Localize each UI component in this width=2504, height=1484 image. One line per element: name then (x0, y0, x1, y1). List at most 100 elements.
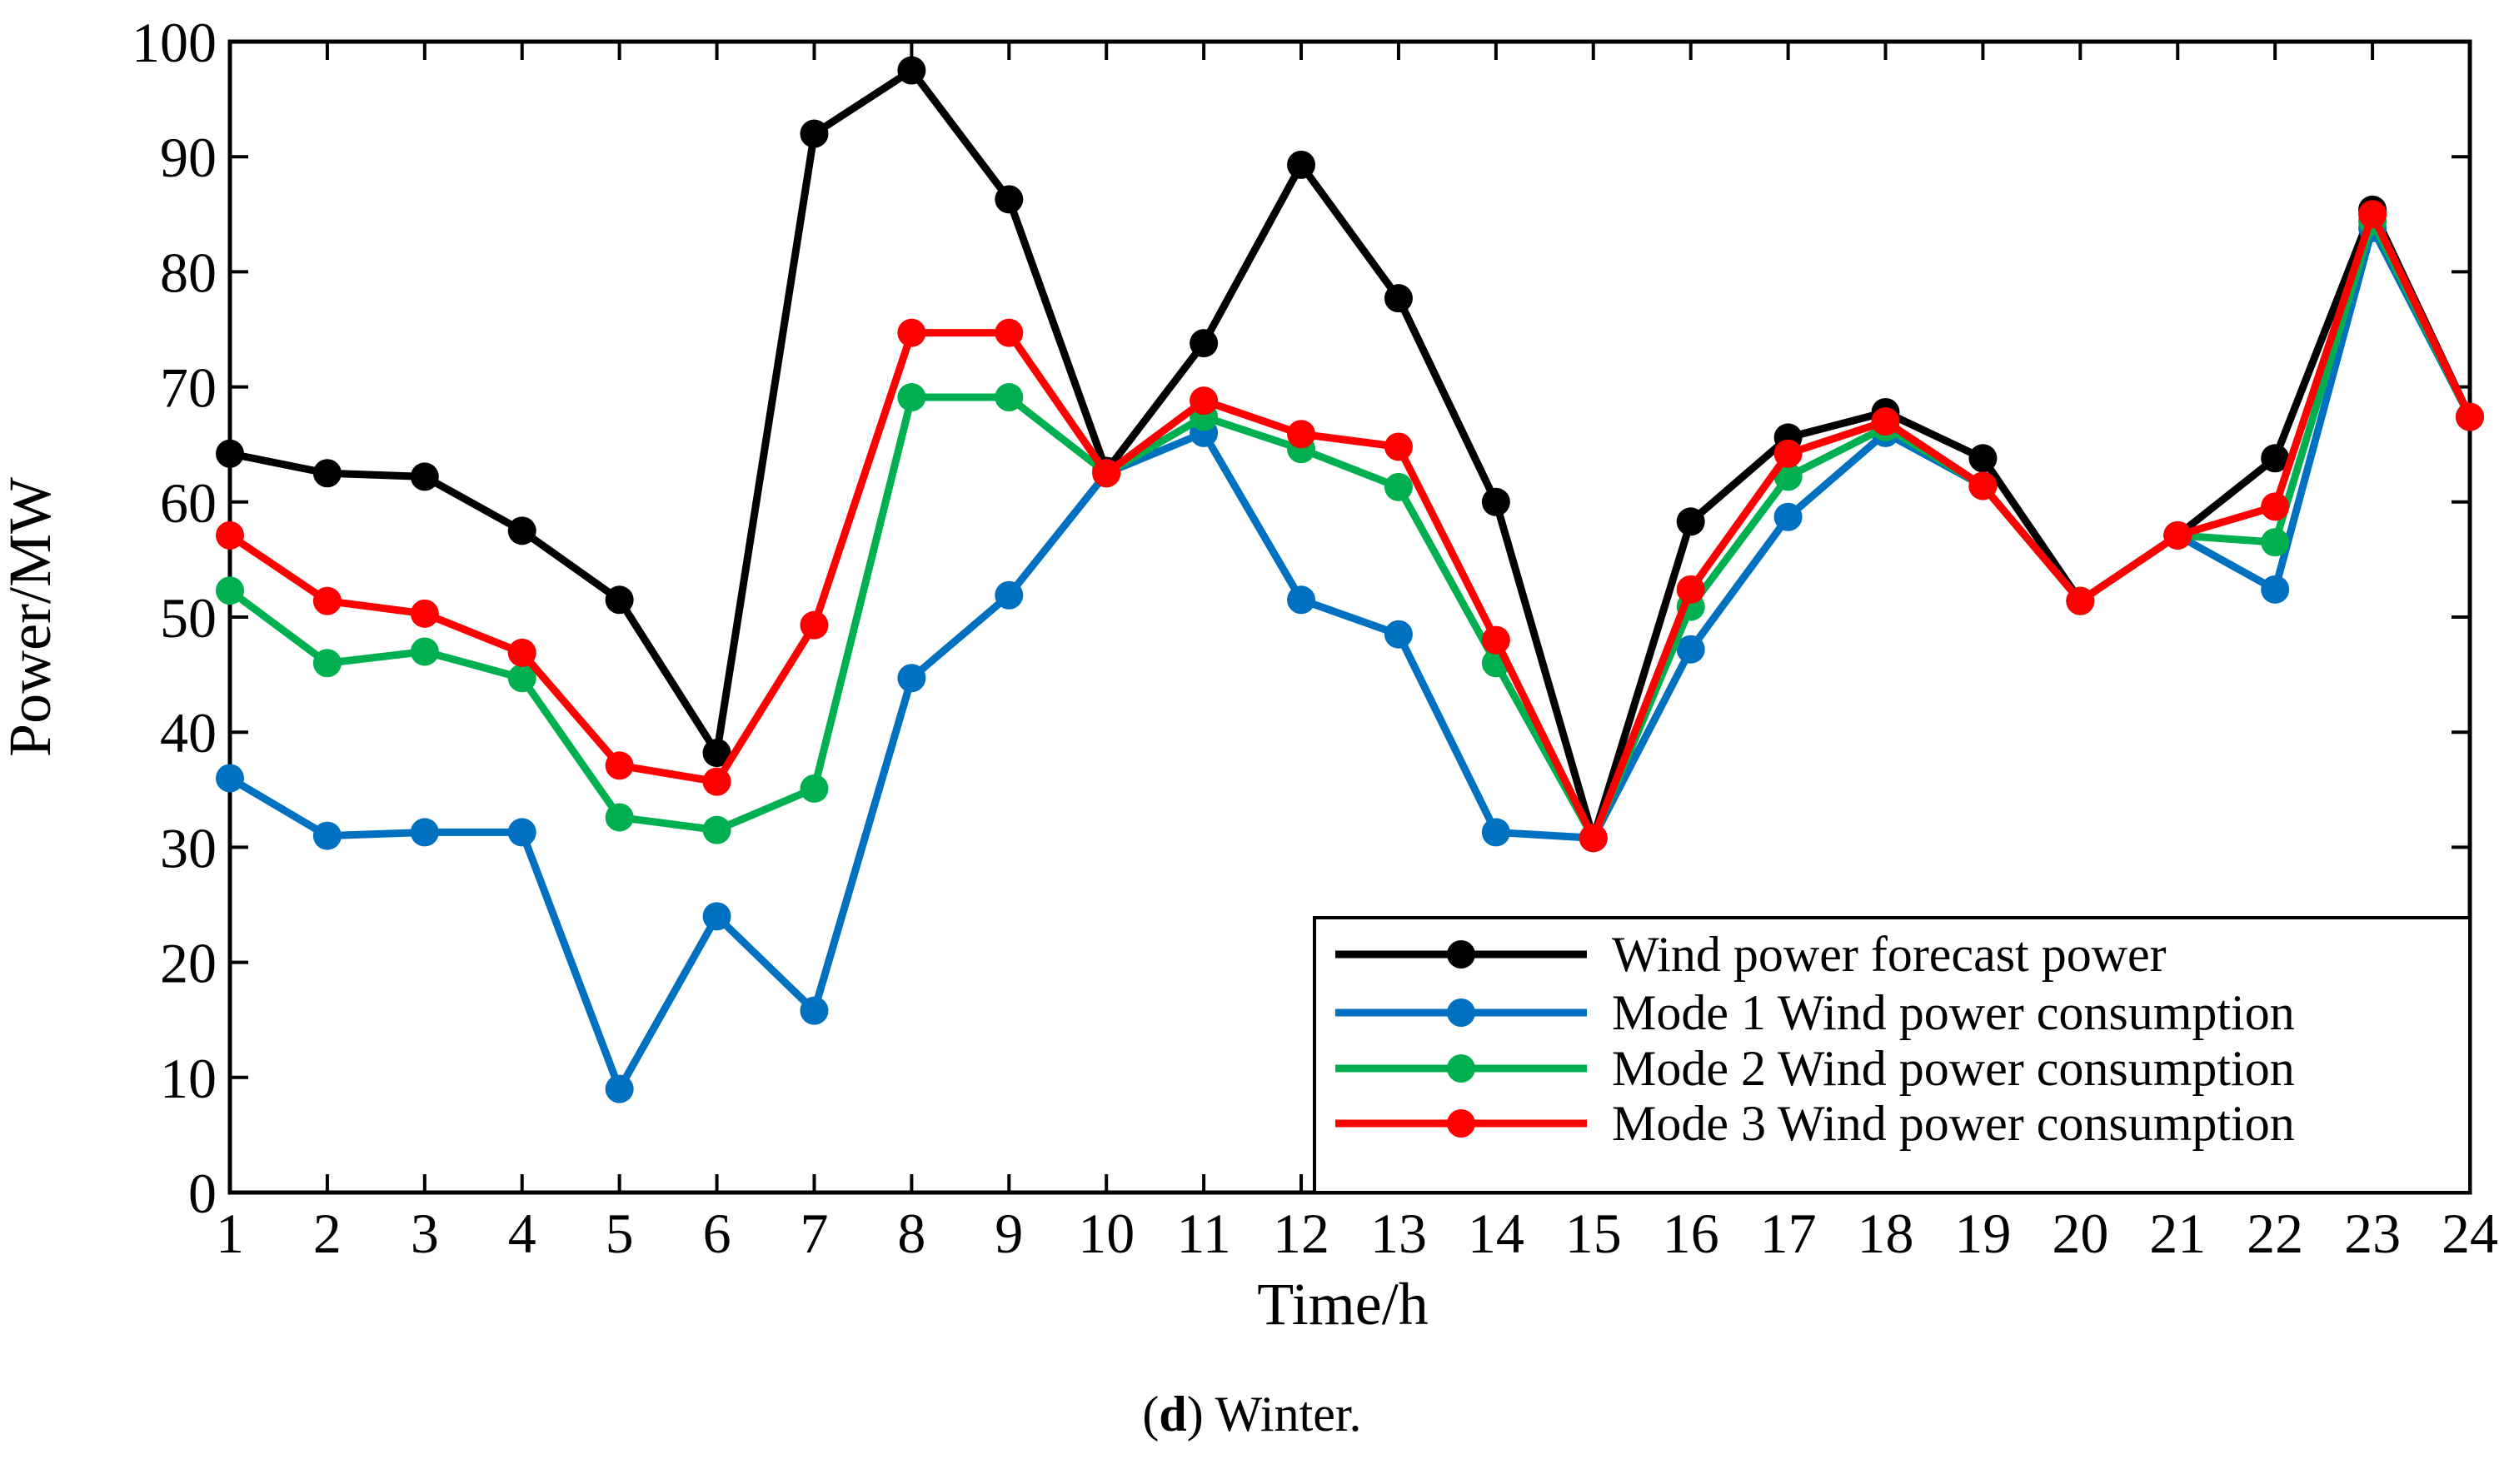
data-point (410, 637, 439, 666)
x-tick-label: 18 (1858, 1202, 1914, 1265)
x-tick-label: 24 (2442, 1202, 2498, 1265)
legend-item: Mode 1 Wind power consumption (1335, 985, 2295, 1040)
data-point (1287, 150, 1316, 179)
data-point (1676, 575, 1705, 604)
data-point (410, 818, 439, 847)
data-point (1384, 432, 1413, 461)
x-tick-label: 6 (703, 1202, 731, 1265)
x-axis-title: Time/h (1257, 1271, 1428, 1337)
y-tick-label: 30 (160, 816, 217, 879)
data-point (216, 576, 244, 605)
data-point (1676, 635, 1705, 664)
x-tick-label: 3 (411, 1202, 439, 1265)
legend-item: Mode 3 Wind power consumption (1335, 1096, 2295, 1151)
x-tick-label: 14 (1468, 1202, 1524, 1265)
x-tick-label: 4 (508, 1202, 536, 1265)
x-tick-label: 13 (1370, 1202, 1427, 1265)
data-point (216, 439, 244, 468)
y-tick-label: 70 (160, 356, 217, 420)
data-point (312, 459, 342, 488)
data-point (605, 751, 634, 780)
data-point (702, 739, 731, 768)
x-tick-label: 7 (800, 1202, 828, 1265)
data-point (1384, 284, 1413, 313)
data-point (1968, 444, 1998, 473)
series-line (227, 217, 2474, 842)
data-point (312, 649, 342, 678)
data-point (507, 818, 536, 847)
legend-marker (1447, 1109, 1475, 1138)
x-tick-label: 16 (1663, 1202, 1719, 1265)
x-tick-label: 21 (2149, 1202, 2206, 1265)
y-tick-label: 100 (132, 11, 217, 74)
data-point (1481, 818, 1510, 847)
data-point (1481, 625, 1510, 655)
y-tick-label: 80 (160, 241, 217, 304)
x-tick-label: 8 (897, 1202, 925, 1265)
y-tick-label: 20 (160, 932, 217, 995)
series-line (229, 67, 2474, 842)
data-point (1968, 471, 1998, 500)
data-point (216, 520, 244, 550)
data-point (702, 767, 731, 796)
data-point (1676, 507, 1705, 536)
data-point (1871, 407, 1900, 436)
legend-label: Mode 1 Wind power consumption (1612, 985, 2295, 1040)
x-tick-label: 11 (1176, 1202, 1230, 1265)
data-point (2066, 586, 2095, 615)
data-point (1384, 472, 1413, 501)
data-point (1190, 329, 1219, 358)
data-point (702, 815, 731, 844)
x-tick-label: 10 (1078, 1202, 1135, 1265)
x-axis: 1 2 3 4 5 6 7 8 9 10 11 12 13 14 15 16 17 18 19 20 21 22 23 24 (216, 42, 2498, 1265)
data-point (800, 996, 829, 1025)
legend-marker (1447, 940, 1475, 969)
data-point (216, 764, 244, 793)
y-tick-label: 0 (188, 1162, 217, 1225)
data-point (702, 902, 731, 931)
caption-close-paren: ) (1187, 1387, 1204, 1442)
legend-item: Mode 2 Wind power consumption (1335, 1041, 2295, 1096)
data-point (1384, 620, 1413, 649)
x-tick-label: 12 (1273, 1202, 1329, 1265)
data-point (897, 318, 926, 347)
series-3 (216, 207, 2484, 853)
data-point (800, 610, 829, 640)
x-tick-label: 2 (313, 1202, 342, 1265)
legend-marker (1447, 998, 1475, 1027)
data-point (2261, 492, 2290, 521)
legend-item: Wind power forecast power (1335, 927, 2167, 982)
data-point (410, 599, 439, 628)
y-axis: 0 10 20 30 40 50 60 70 80 90 100 (132, 11, 2470, 1225)
data-point (897, 383, 926, 412)
data-point (995, 580, 1024, 610)
y-axis-title: Power/MW (0, 477, 63, 757)
x-tick-label: 22 (2247, 1202, 2303, 1265)
data-point (1481, 487, 1510, 516)
x-tick-label: 9 (995, 1202, 1023, 1265)
data-point (995, 318, 1024, 347)
legend-label: Mode 3 Wind power consumption (1612, 1096, 2295, 1151)
data-point (2456, 402, 2484, 431)
legend-label: Wind power forecast power (1612, 927, 2167, 982)
y-tick-label: 90 (160, 126, 217, 189)
legend-marker (1447, 1054, 1475, 1083)
series-layer (216, 56, 2484, 1103)
y-tick-label: 50 (160, 586, 217, 650)
data-point (507, 516, 536, 545)
x-tick-label: 15 (1565, 1202, 1622, 1265)
x-tick-label: 17 (1760, 1202, 1817, 1265)
data-point (312, 821, 342, 850)
data-point (2163, 520, 2192, 550)
x-tick-label: 19 (1954, 1202, 2011, 1265)
x-tick-label: 20 (2052, 1202, 2108, 1265)
data-point (897, 56, 926, 85)
caption-text: Winter. (1204, 1387, 1362, 1442)
data-point (312, 586, 342, 615)
data-point (2261, 444, 2290, 473)
legend-box (1313, 916, 2472, 1194)
data-point (800, 774, 829, 803)
data-point (1287, 420, 1316, 449)
data-point (800, 119, 829, 148)
